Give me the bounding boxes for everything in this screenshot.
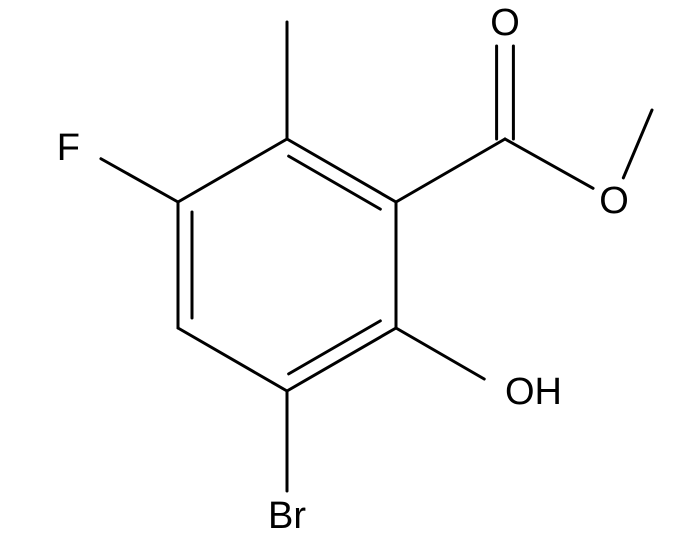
bond-line [289,156,381,209]
atom-label-F: F [57,127,80,169]
bond-line [287,139,396,202]
bond-line [396,328,484,379]
bond-line [505,139,593,188]
bond-line [101,159,178,202]
bond-line [178,139,287,202]
bond-line [289,321,381,374]
atom-label-Br: Br [268,495,306,537]
bond-line [396,139,505,202]
bond-line [287,328,396,391]
atom-label-O2: O [599,180,629,222]
atom-label-O1: O [490,2,520,44]
bond-line [623,110,652,178]
atom-label-O3: OH [505,371,562,413]
bond-line [178,328,287,391]
